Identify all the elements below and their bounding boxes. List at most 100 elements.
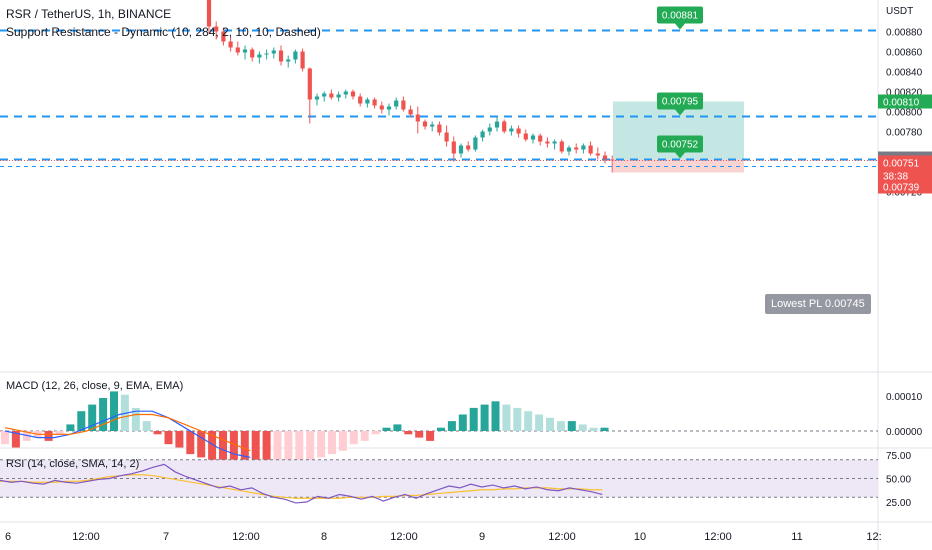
lowest-pl-annotation: Lowest PL 0.00745 [765, 294, 871, 314]
macd-tick-label: 0.00010 [886, 392, 923, 403]
macd-bar [349, 431, 358, 445]
candle-body [372, 99, 377, 106]
candle-body [538, 135, 543, 142]
macd-bar [328, 431, 336, 455]
macd-bar [480, 404, 489, 431]
candle-body [408, 109, 413, 115]
time-tick-label: 9 [479, 531, 485, 543]
candle-body [379, 105, 384, 110]
macd-bar [382, 427, 391, 431]
time-tick-label: 12:00 [548, 531, 576, 543]
candle-body [509, 128, 514, 132]
time-tick-label: 12: [866, 531, 881, 543]
macd-bar [229, 431, 238, 468]
candle-body [343, 91, 348, 95]
candle-body [595, 153, 600, 156]
macd-bar [77, 411, 86, 431]
level-label: 0.00881 [662, 11, 699, 22]
candle-body [300, 51, 305, 69]
macd-bar [360, 431, 369, 441]
macd-bar [458, 414, 467, 431]
macd-bar [251, 431, 260, 478]
rsi-legend: RSI (14, close, SMA, 14, 2) [6, 458, 140, 470]
macd-tick-label: 0.00000 [886, 427, 923, 438]
macd-bar [164, 431, 173, 445]
macd-bar [262, 431, 271, 481]
candle-body [494, 121, 500, 128]
candle-body [466, 145, 471, 150]
level-label-box [657, 135, 703, 153]
macd-bar [502, 404, 511, 431]
level-label: 0.00752 [662, 140, 699, 151]
time-tick-label: 8 [321, 531, 327, 543]
price-badge [878, 155, 932, 170]
macd-bar [578, 424, 587, 431]
candle-body [487, 127, 492, 132]
macd-bar [273, 431, 282, 478]
macd-bar [44, 431, 53, 441]
candle-body [415, 114, 420, 122]
price-badge-label: 0.00739 [883, 183, 920, 194]
macd-bar [1, 431, 9, 445]
candle-body [365, 99, 370, 104]
candle-body [610, 159, 615, 161]
macd-bar [55, 431, 64, 435]
candle-body [228, 41, 233, 48]
macd-bar [393, 424, 402, 431]
candle-body [480, 131, 485, 138]
candle-body [566, 147, 572, 152]
candle-body [552, 141, 557, 144]
candle-body [516, 128, 521, 134]
macd-bar [306, 431, 315, 461]
level-label-pointer [675, 23, 685, 30]
candle-body [602, 155, 608, 160]
candle-body [322, 93, 327, 97]
macd-bar [66, 424, 75, 431]
macd-bar [99, 398, 108, 431]
macd-bar [371, 431, 380, 435]
candle-body [581, 145, 586, 150]
candle-body [329, 93, 334, 98]
candle-body [473, 137, 478, 150]
macd-bar [524, 411, 533, 431]
price-badge-label: 38:38 [883, 172, 908, 183]
candle-body [257, 54, 262, 58]
macd-bar [415, 431, 424, 438]
time-tick-label: 12:00 [72, 531, 100, 543]
rsi-ma-line [0, 474, 603, 499]
candle-body [559, 141, 564, 152]
price-badge-label: 0.00751 [883, 159, 920, 170]
time-tick-label: 12:00 [704, 531, 732, 543]
macd-bar [556, 421, 565, 431]
candle-body [286, 59, 291, 62]
candle-body [271, 50, 276, 54]
candle-body [314, 96, 320, 100]
macd-bar [153, 431, 162, 435]
rsi-line [0, 463, 603, 504]
candle-body [430, 124, 435, 127]
macd-bar [317, 431, 326, 458]
macd-bar [219, 431, 227, 464]
macd-bar [186, 431, 195, 455]
candle-body [386, 106, 392, 110]
macd-bar [491, 401, 500, 431]
macd-bar [535, 414, 544, 431]
currency-label: USDT [886, 6, 914, 17]
macd-bar [589, 427, 598, 431]
price-tick-label: 0.00780 [886, 128, 923, 139]
candle-body [221, 31, 226, 42]
candle-body [358, 96, 363, 104]
candle-body [293, 51, 298, 60]
candle-body [214, 26, 219, 32]
candle-body [307, 68, 312, 100]
candle-body [336, 94, 341, 98]
macd-bar [469, 407, 478, 431]
candle-body [588, 145, 593, 154]
candle-body [278, 50, 284, 62]
candle-body [545, 141, 550, 144]
macd-bar [175, 431, 184, 448]
time-tick-label: 6 [5, 531, 11, 543]
macd-bar [284, 431, 293, 474]
candle-body [250, 49, 255, 58]
